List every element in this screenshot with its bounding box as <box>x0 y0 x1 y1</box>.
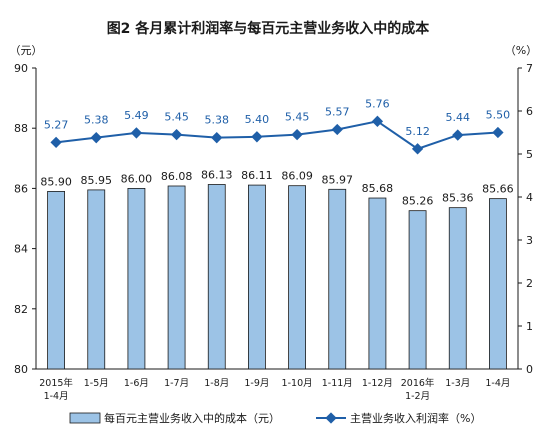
line-value-label: 5.45 <box>164 111 189 124</box>
line-point <box>291 128 303 141</box>
bar <box>167 185 186 370</box>
right-axis-ticks: 0 1 2 3 4 5 6 7 <box>518 62 533 376</box>
line-point <box>251 131 263 143</box>
line-value-label: 5.45 <box>285 111 310 124</box>
right-axis-tick-label: 6 <box>526 105 533 118</box>
x-axis-tick-label: 1-11月 <box>322 378 353 389</box>
x-axis-tick-label: 1-7月 <box>164 378 189 389</box>
chart-title: 图2 各月累计利润率与每百元主营业务收入中的成本 <box>107 20 431 37</box>
line-value-label: 5.12 <box>405 125 430 138</box>
x-axis-tick-label: 1-5月 <box>84 378 109 389</box>
left-axis-tick-label: 90 <box>14 62 28 75</box>
bar-value-label: 85.26 <box>402 195 434 208</box>
left-axis-tick-label: 80 <box>14 363 28 376</box>
x-axis-tick-label: 1-2月 <box>405 391 430 402</box>
bar <box>207 184 226 370</box>
line-value-label: 5.49 <box>124 109 149 122</box>
bar-series <box>47 184 507 370</box>
left-axis-tick-label: 84 <box>14 243 28 256</box>
bar-value-label: 85.95 <box>81 174 113 187</box>
line-value-label: 5.38 <box>84 114 109 127</box>
bar <box>127 187 146 370</box>
left-axis-ticks: 80 82 84 86 88 90 <box>14 62 36 376</box>
bar <box>47 191 65 370</box>
x-axis-tick-label: 1-10月 <box>282 378 313 389</box>
right-axis-tick-label: 3 <box>526 234 533 247</box>
x-axis-tick-label: 2015年 <box>39 377 73 389</box>
line-point <box>331 123 343 136</box>
line-series <box>50 115 504 155</box>
line-point <box>211 132 223 144</box>
left-axis-tick-label: 86 <box>14 182 28 195</box>
line-value-label: 5.40 <box>245 113 270 126</box>
bar-value-labels: 85.90 85.95 86.00 86.08 86.13 86.11 86.09 85.97… <box>40 168 513 207</box>
bar <box>489 198 507 370</box>
line-value-label: 5.50 <box>486 109 511 122</box>
bar <box>248 184 266 370</box>
right-axis-tick-label: 4 <box>526 191 533 204</box>
line-value-label: 5.38 <box>205 114 230 127</box>
x-axis-tick-label: 1-4月 <box>485 378 510 389</box>
plot-frame <box>35 68 519 370</box>
legend-bar-swatch <box>69 412 101 424</box>
line-point <box>170 128 183 141</box>
x-axis-tick-label: 1-6月 <box>124 378 149 389</box>
x-axis-tick-label: 1-4月 <box>44 391 69 402</box>
bar-value-label: 86.08 <box>161 170 193 183</box>
bar <box>368 197 387 370</box>
line-value-label: 5.27 <box>44 118 69 131</box>
bar-value-label: 86.13 <box>201 168 233 181</box>
line-point <box>492 126 504 139</box>
bar-value-label: 86.09 <box>281 170 313 183</box>
line-point <box>90 132 102 144</box>
line-value-label: 5.57 <box>325 105 350 118</box>
right-axis-tick-label: 7 <box>526 62 533 75</box>
bar <box>288 185 306 370</box>
line-point <box>452 129 464 141</box>
left-axis-tick-label: 82 <box>14 303 28 316</box>
right-axis-unit: （%） <box>505 44 537 57</box>
line-value-labels: 5.27 5.38 5.49 5.45 5.38 5.40 5.45 5.57 5.76 5.12… <box>44 97 510 138</box>
bar-value-label: 86.11 <box>241 169 273 182</box>
bar <box>328 188 347 370</box>
line-point <box>130 127 143 139</box>
legend-line-marker <box>325 412 337 424</box>
x-axis-tick-label: 2016年 <box>401 377 435 389</box>
bar <box>408 210 427 370</box>
x-axis-tick-labels: 2015年 1-4月 1-5月 1-6月 1-7月 1-8月 1-9月 1-10月 1-11月 1… <box>39 377 510 402</box>
right-axis-tick-label: 0 <box>526 363 533 376</box>
bar-value-label: 85.90 <box>40 175 72 188</box>
right-axis-tick-label: 1 <box>526 320 533 333</box>
line-point <box>411 143 424 155</box>
legend: 每百元主营业务收入中的成本（元） 主营业务收入利润率（%） <box>69 411 481 425</box>
bar-value-label: 85.97 <box>322 173 354 186</box>
line-value-label: 5.76 <box>365 97 390 110</box>
bar-value-label: 85.36 <box>442 192 474 205</box>
line-point <box>371 115 384 127</box>
right-axis-tick-label: 2 <box>526 277 533 290</box>
bar-value-label: 85.68 <box>362 182 394 195</box>
line-point <box>50 136 62 149</box>
line-value-label: 5.44 <box>446 111 471 124</box>
right-axis-tick-label: 5 <box>526 148 533 161</box>
legend-bar-label: 每百元主营业务收入中的成本（元） <box>104 411 280 425</box>
bar-value-label: 85.66 <box>482 183 514 196</box>
bar-value-label: 86.00 <box>121 172 153 185</box>
legend-line-label: 主营业务收入利润率（%） <box>350 411 481 425</box>
x-axis-tick-label: 1-3月 <box>445 378 470 389</box>
bar <box>448 207 467 370</box>
x-axis-tick-label: 1-12月 <box>362 378 393 389</box>
left-axis-unit: （元） <box>10 44 43 57</box>
x-axis-tick-label: 1-9月 <box>244 378 269 389</box>
series-line <box>55 120 498 150</box>
left-axis-tick-label: 88 <box>14 122 28 135</box>
x-axis-tick-label: 1-8月 <box>204 378 229 389</box>
bar <box>87 189 106 370</box>
